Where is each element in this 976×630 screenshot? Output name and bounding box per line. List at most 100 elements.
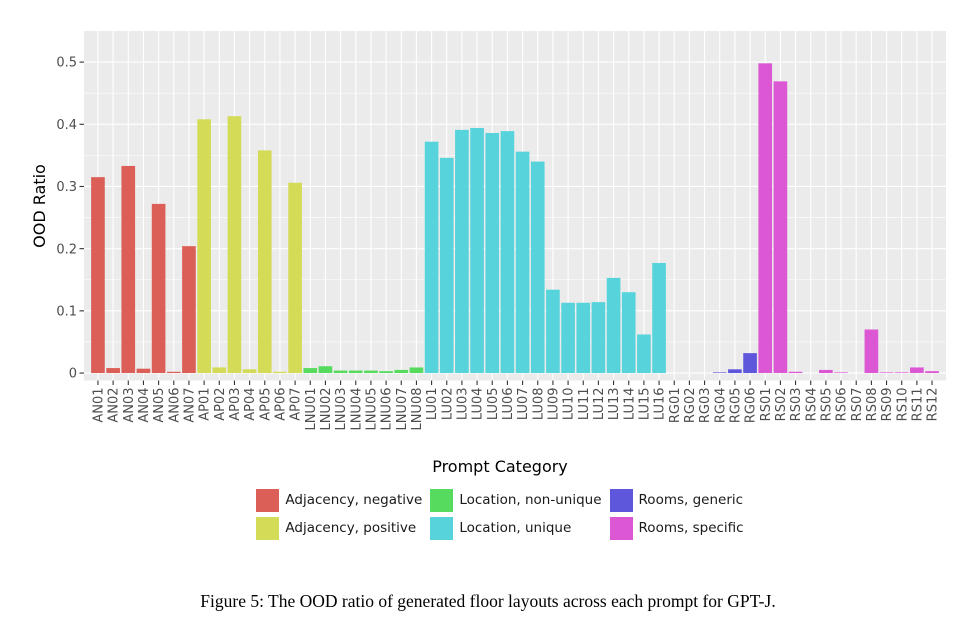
x-tick-label: LU10: [562, 388, 577, 421]
legend-item-rooms-generic: Rooms, generic: [609, 486, 744, 514]
bar-rs02: [773, 81, 788, 374]
y-axis: 0 0.1 0.2 0.3 0.4 0.5: [56, 56, 84, 382]
x-tick-label: LU07: [516, 388, 531, 421]
bar-lu15: [637, 334, 651, 374]
bar-lnu03: [333, 370, 348, 374]
x-tick-label: AP01: [198, 388, 213, 421]
bar-lnu05: [364, 370, 378, 374]
legend: Prompt Category Adjacency, negative Adjac…: [24, 456, 976, 542]
bar-lu14: [621, 292, 636, 374]
bar-lu06: [500, 131, 515, 374]
bar-lu02: [439, 157, 454, 374]
x-tick-label: LU13: [607, 388, 622, 421]
legend-label: Rooms, generic: [638, 492, 744, 508]
x-tick-label: RG06: [744, 388, 759, 424]
x-tick-label: RS02: [774, 388, 789, 422]
x-tick-label: RS09: [880, 388, 895, 422]
legend-swatch: [256, 516, 280, 540]
legend-swatch: [430, 516, 454, 540]
x-tick-label: LNU06: [380, 388, 395, 431]
x-tick-label: RS11: [910, 388, 925, 422]
legend-item-location-non-unique: Location, non-unique: [430, 486, 602, 514]
bar-lu01: [424, 141, 439, 374]
bar-ap01: [197, 119, 211, 374]
bar-rs12: [925, 371, 939, 374]
plot-panel: [84, 31, 946, 381]
bar-lu05: [485, 132, 500, 374]
bar-an03: [121, 165, 136, 374]
x-tick-label: LU04: [471, 388, 486, 421]
x-tick-label: RS10: [895, 388, 910, 422]
x-tick-label: AN05: [152, 388, 167, 423]
bar-ap07: [288, 182, 302, 374]
x-tick-label: RG04: [713, 388, 728, 424]
bar-lu07: [515, 151, 530, 374]
bar-rs11: [910, 367, 924, 374]
y-tick-label: 0: [69, 367, 77, 382]
legend-title: Prompt Category: [432, 457, 568, 476]
bar-lu10: [561, 302, 575, 374]
x-tick-label: AP02: [213, 388, 228, 421]
x-tick-label: AP06: [274, 388, 289, 421]
x-tick-label: LU12: [592, 388, 607, 421]
x-tick-label: AP07: [289, 388, 304, 421]
bar-lnu07: [394, 369, 409, 374]
x-tick-label: RG05: [728, 388, 743, 424]
bar-ap04: [242, 369, 257, 374]
bar-chart: 00.10.20.30.40.5 AN01 AN02 AN03 AN04 AN05 AN0…: [30, 31, 946, 431]
bar-lu16: [652, 262, 666, 374]
y-tick-label: 0.4: [56, 118, 77, 133]
bar-lu04: [470, 128, 484, 374]
bar-lnu02: [318, 366, 333, 374]
bar-rs09: [879, 372, 894, 374]
bars: [91, 63, 939, 374]
legend-item-adjacency-negative: Adjacency, negative: [256, 486, 422, 514]
x-tick-label: RG03: [698, 388, 713, 424]
legend-entries: Adjacency, negative Adjacency, positive Lo…: [256, 486, 744, 542]
y-tick-label: 0.5: [56, 56, 77, 71]
legend-swatch: [609, 488, 633, 512]
x-tick-label: AP05: [258, 388, 273, 421]
bar-lu09: [546, 289, 560, 374]
x-tick-label: LNU02: [319, 388, 334, 431]
bar-rs10: [894, 372, 909, 374]
bar-rg05: [728, 369, 742, 374]
x-tick-label: LU09: [547, 388, 562, 421]
figure-caption: Figure 5: The OOD ratio of generated flo…: [200, 591, 776, 611]
legend-swatch: [430, 488, 454, 512]
x-tick-label: LU16: [653, 388, 668, 421]
bar-an07: [182, 246, 196, 374]
legend-item-rooms-specific: Rooms, specific: [609, 514, 744, 542]
bar-ap06: [273, 371, 287, 374]
x-tick-label: AN04: [137, 388, 152, 423]
y-tick-label: 0.1: [56, 304, 77, 319]
bar-an04: [136, 368, 151, 374]
bar-ap02: [212, 367, 227, 374]
y-axis-label: OOD Ratio: [30, 164, 49, 248]
x-tick-label: LU11: [577, 388, 592, 421]
bar-an05: [151, 203, 166, 374]
bar-rs08: [864, 329, 879, 374]
legend-swatch: [609, 516, 633, 540]
legend-item-location-unique: Location, unique: [430, 514, 601, 542]
x-tick-label: LNU03: [334, 388, 349, 431]
x-tick-label: AN01: [92, 388, 107, 423]
x-tick-label: LNU05: [365, 388, 380, 431]
legend-item-adjacency-positive: Adjacency, positive: [256, 514, 422, 542]
legend-label: Adjacency, negative: [285, 492, 423, 508]
x-tick-label: RS04: [804, 388, 819, 422]
bar-lu12: [591, 302, 606, 374]
x-tick-label: RS01: [759, 388, 774, 422]
x-tick-label: LU14: [622, 388, 637, 421]
x-tick-label: RG01: [668, 388, 683, 424]
x-tick-label: LU01: [425, 388, 440, 421]
x-tick-label: AP03: [228, 388, 243, 421]
bar-lu03: [455, 129, 469, 374]
x-tick-label: LU15: [638, 388, 653, 421]
x-tick-label: LNU01: [304, 388, 319, 431]
x-tick-label: AN07: [183, 388, 198, 423]
x-tick-label: RS03: [789, 388, 804, 422]
bar-lnu01: [303, 368, 318, 374]
legend-label: Rooms, specific: [638, 520, 744, 536]
